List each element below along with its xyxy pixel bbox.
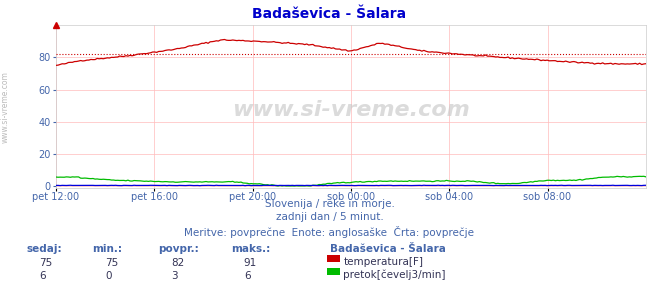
Text: Badaševica - Šalara: Badaševica - Šalara [330, 244, 445, 254]
Text: 82: 82 [171, 258, 185, 268]
Text: 75: 75 [105, 258, 119, 268]
Text: 6: 6 [244, 271, 250, 281]
Text: 3: 3 [171, 271, 178, 281]
Text: Badaševica - Šalara: Badaševica - Šalara [252, 7, 407, 21]
Text: 75: 75 [40, 258, 53, 268]
Text: sedaj:: sedaj: [26, 244, 62, 254]
Text: povpr.:: povpr.: [158, 244, 199, 254]
Text: min.:: min.: [92, 244, 123, 254]
Text: www.si-vreme.com: www.si-vreme.com [232, 100, 470, 120]
Text: 6: 6 [40, 271, 46, 281]
Text: Slovenija / reke in morje.: Slovenija / reke in morje. [264, 199, 395, 209]
Text: www.si-vreme.com: www.si-vreme.com [1, 71, 10, 143]
Text: 0: 0 [105, 271, 112, 281]
Text: 91: 91 [244, 258, 257, 268]
Text: Meritve: povprečne  Enote: anglosaške  Črta: povprečje: Meritve: povprečne Enote: anglosaške Črt… [185, 226, 474, 238]
Text: zadnji dan / 5 minut.: zadnji dan / 5 minut. [275, 212, 384, 222]
Text: temperatura[F]: temperatura[F] [343, 257, 423, 267]
Text: pretok[čevelj3/min]: pretok[čevelj3/min] [343, 270, 446, 280]
Text: maks.:: maks.: [231, 244, 270, 254]
